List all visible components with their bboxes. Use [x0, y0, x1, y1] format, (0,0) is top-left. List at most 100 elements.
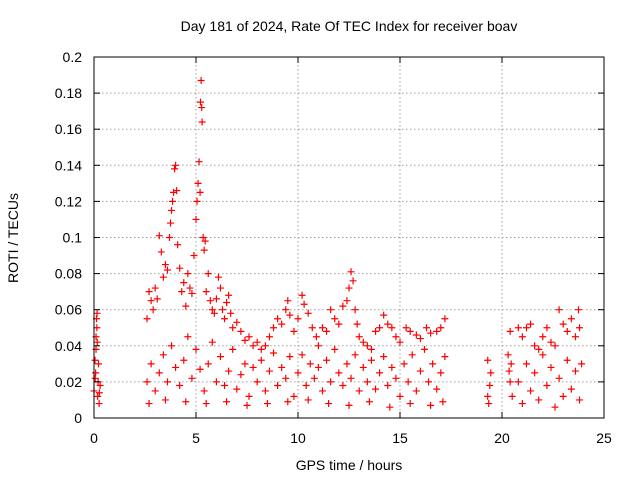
data-point — [194, 179, 202, 187]
data-point — [506, 327, 514, 335]
data-point — [284, 398, 292, 406]
data-point — [567, 315, 575, 323]
data-point — [441, 353, 449, 361]
data-point — [249, 342, 257, 350]
data-point — [406, 400, 414, 408]
data-point — [294, 369, 302, 377]
data-point — [172, 363, 180, 371]
data-point — [219, 306, 227, 314]
data-point — [212, 295, 220, 303]
data-point — [376, 324, 384, 332]
data-point — [261, 387, 269, 395]
data-point — [365, 398, 373, 406]
data-point — [282, 306, 290, 314]
data-point — [223, 298, 231, 306]
data-point — [304, 309, 312, 317]
data-point — [200, 246, 208, 254]
data-point — [182, 398, 190, 406]
data-point — [173, 187, 181, 195]
data-point — [155, 369, 163, 377]
data-point — [94, 392, 102, 400]
data-point — [202, 288, 210, 296]
data-point — [439, 398, 447, 406]
data-point — [300, 300, 308, 308]
y-axis-label: ROTI / TECUs — [5, 193, 21, 283]
data-point — [571, 367, 579, 375]
data-point — [204, 270, 212, 278]
data-point — [149, 306, 157, 314]
data-point — [314, 342, 322, 350]
data-point — [353, 320, 361, 328]
data-point — [312, 333, 320, 341]
y-tick-label: 0.12 — [55, 193, 82, 209]
data-point — [210, 309, 218, 317]
data-point — [327, 306, 335, 314]
y-tick-label: 0.04 — [55, 338, 82, 354]
data-point — [229, 345, 237, 353]
data-point — [199, 234, 207, 241]
data-point — [176, 264, 184, 272]
data-point — [508, 392, 516, 400]
data-point — [388, 363, 396, 371]
data-point — [547, 338, 555, 346]
data-point — [543, 324, 551, 332]
data-point — [506, 378, 514, 386]
data-point — [347, 374, 355, 382]
data-point — [547, 363, 555, 371]
data-point — [147, 360, 155, 368]
data-point — [518, 333, 526, 341]
data-point — [95, 389, 103, 397]
data-point — [172, 161, 180, 169]
data-point — [196, 365, 204, 373]
data-point — [416, 367, 424, 375]
data-point — [484, 356, 492, 364]
y-tick-label: 0.14 — [55, 157, 82, 173]
data-point — [433, 327, 441, 335]
data-point — [507, 360, 515, 368]
data-point — [425, 378, 433, 386]
data-point — [427, 329, 435, 337]
data-point — [223, 398, 231, 406]
data-point — [304, 396, 312, 404]
data-point — [433, 385, 441, 393]
data-point — [527, 320, 535, 328]
data-point — [396, 338, 404, 346]
data-point — [265, 367, 273, 375]
data-point — [95, 400, 103, 408]
data-point — [423, 324, 431, 332]
data-point — [274, 382, 282, 390]
data-point — [182, 302, 190, 310]
data-point — [384, 320, 392, 328]
data-point — [159, 273, 167, 281]
data-point — [367, 356, 375, 364]
data-point — [145, 400, 153, 408]
data-point — [563, 327, 571, 335]
data-point — [567, 385, 575, 393]
data-point — [359, 338, 367, 346]
x-tick-labels: 0 5 10 15 20 25 — [90, 430, 612, 446]
data-point — [216, 353, 224, 361]
data-point — [380, 311, 388, 319]
y-tick-labels: 0 0.02 0.04 0.06 0.08 0.1 0.12 0.14 0.16 0.18 0.2 — [55, 49, 82, 426]
data-point — [351, 351, 359, 359]
data-point — [180, 279, 188, 287]
data-point — [153, 295, 161, 303]
chart-title: Day 181 of 2024, Rate Of TEC Index for r… — [181, 18, 518, 34]
data-point — [325, 400, 333, 408]
data-point — [308, 324, 316, 332]
data-point — [282, 374, 290, 382]
data-point — [559, 392, 567, 400]
x-tick-label: 15 — [392, 430, 408, 446]
data-point — [531, 369, 539, 377]
data-point — [323, 327, 331, 335]
data-point — [363, 342, 371, 350]
data-point — [193, 197, 201, 205]
data-point — [376, 369, 384, 377]
y-tick-label: 0.18 — [55, 85, 82, 101]
data-point — [441, 315, 449, 323]
y-tick-label: 0.02 — [55, 374, 82, 390]
data-point — [249, 363, 257, 371]
data-point — [518, 400, 526, 408]
data-point — [310, 374, 318, 382]
data-point — [298, 351, 306, 359]
